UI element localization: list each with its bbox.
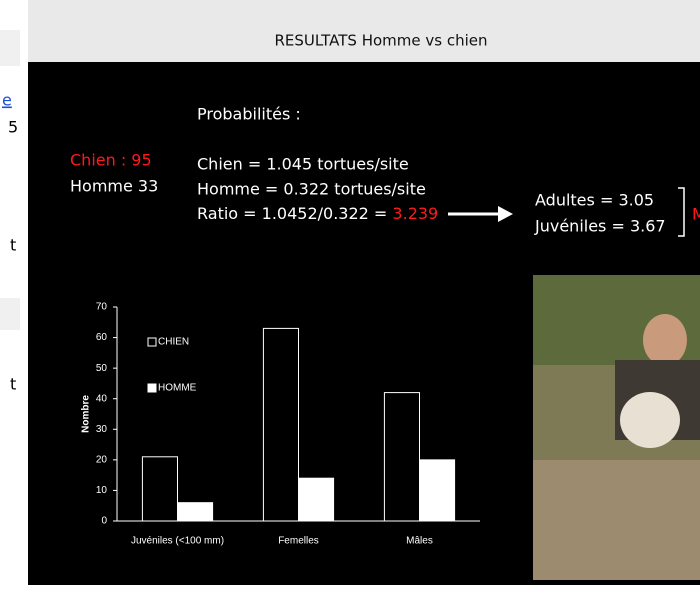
y-tick-label: 10 <box>96 485 108 496</box>
y-tick-label: 0 <box>101 516 107 527</box>
count-chien: Chien : 95 <box>70 151 152 170</box>
age-note: M <box>692 205 700 224</box>
legend-label: CHIEN <box>158 337 189 348</box>
y-tick-label: 50 <box>96 363 108 374</box>
count-homme: Homme 33 <box>70 177 158 196</box>
sidebar-text: t <box>10 236 16 255</box>
ratio-value: 3.239 <box>392 204 438 223</box>
sidebar-text: 5 <box>8 118 18 137</box>
x-tick-label: Juvéniles (<100 mm) <box>131 536 224 547</box>
y-tick-label: 70 <box>96 302 108 313</box>
legend-swatch <box>148 338 156 346</box>
y-tick-label: 60 <box>96 332 108 343</box>
sidebar-text: e <box>2 91 12 110</box>
screen: e 5 t t RESULTATS Homme vs chien Chien :… <box>0 0 700 585</box>
photo-person <box>643 314 687 366</box>
sidebar-text: t <box>10 375 16 394</box>
photo <box>533 275 700 580</box>
photo-ground <box>533 460 700 580</box>
bar <box>178 503 213 521</box>
y-axis-label: Nombre <box>81 395 92 433</box>
bar <box>384 393 419 521</box>
legend-swatch <box>148 384 156 392</box>
bar <box>299 478 334 521</box>
prob-title: Probabilités : <box>197 105 301 124</box>
bar <box>142 457 177 521</box>
ratio-text: Ratio = 1.0452/0.322 = <box>197 204 392 223</box>
sidebar-panel <box>0 298 20 330</box>
slide-title: RESULTATS Homme vs chien <box>274 32 487 50</box>
sidebar <box>0 0 28 585</box>
age-line: Adultes = 3.05 <box>535 191 654 210</box>
prob-ratio: Ratio = 1.0452/0.322 = 3.239 <box>197 204 438 223</box>
sidebar-panel <box>0 30 20 66</box>
prob-line: Chien = 1.045 tortues/site <box>197 155 409 174</box>
y-tick-label: 20 <box>96 454 108 465</box>
y-tick-label: 30 <box>96 424 108 435</box>
y-tick-label: 40 <box>96 393 108 404</box>
prob-line: Homme = 0.322 tortues/site <box>197 180 426 199</box>
bar <box>420 460 455 521</box>
photo-dog <box>620 392 680 448</box>
page: e 5 t t RESULTATS Homme vs chien Chien :… <box>0 0 700 585</box>
bar <box>263 328 298 521</box>
age-line: Juvéniles = 3.67 <box>534 217 666 236</box>
x-tick-label: Mâles <box>406 536 433 547</box>
legend-label: HOMME <box>158 383 197 394</box>
x-tick-label: Femelles <box>278 536 319 547</box>
